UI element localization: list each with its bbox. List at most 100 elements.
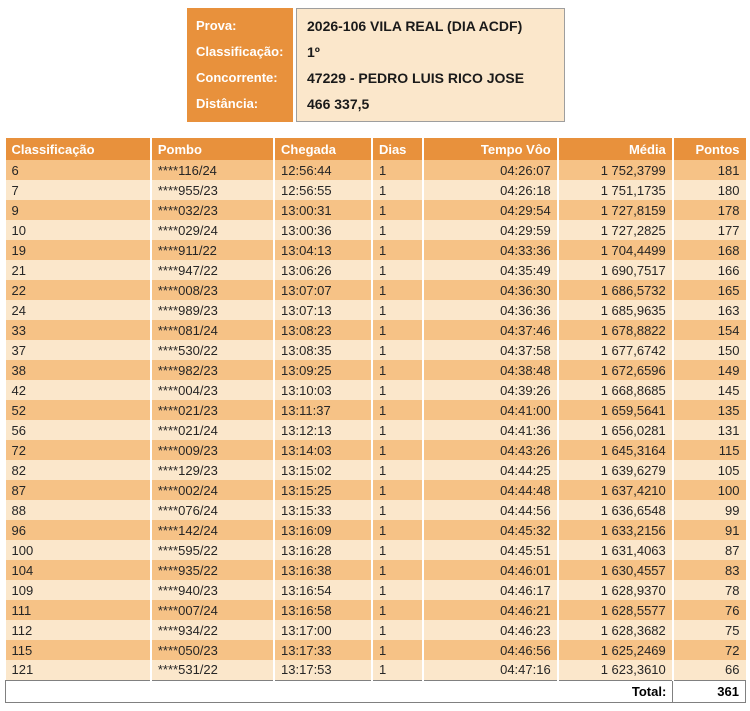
info-label: Classificação: — [196, 44, 284, 59]
table-cell: 13:07:13 — [274, 300, 373, 320]
table-cell: ****032/23 — [150, 200, 276, 220]
table-cell: 04:47:16 — [423, 660, 559, 680]
table-cell: ****911/22 — [150, 240, 276, 260]
table-cell: 04:29:59 — [423, 220, 559, 240]
table-cell: 1 — [371, 440, 425, 460]
table-cell: 1 — [371, 240, 425, 260]
table-cell: ****934/22 — [150, 620, 276, 640]
info-value: 466 337,5 — [307, 96, 370, 112]
table-cell: 100 — [672, 480, 746, 500]
table-row: 112 ****934/22 13:17:00 1 04:46:23 1 628,3682… — [5, 620, 746, 640]
table-cell: ****935/22 — [150, 560, 276, 580]
table-row: 72 ****009/23 13:14:03 1 04:43:26 1 645,3164 1… — [5, 440, 746, 460]
table-cell: ****982/23 — [150, 360, 276, 380]
total-value: 361 — [672, 679, 746, 703]
column-header: Dias — [371, 138, 425, 160]
table-cell: 135 — [672, 400, 746, 420]
table-cell: ****008/23 — [150, 280, 276, 300]
table-cell: ****007/24 — [150, 600, 276, 620]
info-value: 2026-106 VILA REAL (DIA ACDF) — [307, 18, 523, 34]
table-cell: 24 — [5, 300, 152, 320]
table-cell: 13:09:25 — [274, 360, 373, 380]
table-row: 88 ****076/24 13:15:33 1 04:44:56 1 636,6548 9… — [5, 500, 746, 520]
table-cell: 1 — [371, 480, 425, 500]
table-cell: 19 — [5, 240, 152, 260]
column-header: Média — [557, 138, 674, 160]
table-cell: ****530/22 — [150, 340, 276, 360]
table-cell: 13:00:36 — [274, 220, 373, 240]
table-cell: 166 — [672, 260, 746, 280]
table-cell: 72 — [672, 640, 746, 660]
table-cell: ****029/24 — [150, 220, 276, 240]
table-cell: 1 630,4557 — [557, 560, 674, 580]
table-cell: 42 — [5, 380, 152, 400]
table-cell: 13:11:37 — [274, 400, 373, 420]
table-cell: 96 — [5, 520, 152, 540]
info-value: 1º — [307, 44, 320, 60]
race-info-labels-column: Prova: Classificação: Concorrente: Distânci… — [187, 8, 293, 122]
table-row: 87 ****002/24 13:15:25 1 04:44:48 1 637,4210 1… — [5, 480, 746, 500]
table-cell: 1 628,3682 — [557, 620, 674, 640]
race-info-values-column: 2026-106 VILA REAL (DIA ACDF) 1º 47229 - P… — [296, 8, 565, 122]
table-cell: 115 — [5, 640, 152, 660]
table-cell: 04:38:48 — [423, 360, 559, 380]
column-header: Classificação — [5, 138, 152, 160]
table-cell: 1 — [371, 360, 425, 380]
table-cell: 13:17:53 — [274, 660, 373, 680]
table-row: 6 ****116/24 12:56:44 1 04:26:07 1 752,3799 18… — [5, 160, 746, 180]
column-header: Chegada — [274, 138, 373, 160]
table-cell: 38 — [5, 360, 152, 380]
table-cell: 13:14:03 — [274, 440, 373, 460]
table-cell: 04:44:56 — [423, 500, 559, 520]
table-cell: 1 — [371, 500, 425, 520]
table-cell: 13:16:38 — [274, 560, 373, 580]
table-cell: 33 — [5, 320, 152, 340]
table-cell: 52 — [5, 400, 152, 420]
table-cell: 04:45:51 — [423, 540, 559, 560]
info-value: 47229 - PEDRO LUIS RICO JOSE — [307, 70, 525, 86]
table-cell: 04:41:36 — [423, 420, 559, 440]
table-cell: 13:16:58 — [274, 600, 373, 620]
table-cell: ****009/23 — [150, 440, 276, 460]
column-header: Tempo Vôo — [423, 138, 559, 160]
table-cell: 13:16:54 — [274, 580, 373, 600]
table-cell: 100 — [5, 540, 152, 560]
table-cell: 1 636,6548 — [557, 500, 674, 520]
table-cell: 13:04:13 — [274, 240, 373, 260]
table-cell: 1 — [371, 420, 425, 440]
table-row: 9 ****032/23 13:00:31 1 04:29:54 1 727,8159 17… — [5, 200, 746, 220]
table-cell: 82 — [5, 460, 152, 480]
info-label: Concorrente: — [196, 70, 278, 85]
table-cell: 12:56:55 — [274, 180, 373, 200]
table-cell: 1 656,0281 — [557, 420, 674, 440]
table-cell: 1 628,5577 — [557, 600, 674, 620]
table-cell: 1 659,5641 — [557, 400, 674, 420]
table-cell: ****076/24 — [150, 500, 276, 520]
table-cell: 1 686,5732 — [557, 280, 674, 300]
table-cell: 13:06:26 — [274, 260, 373, 280]
table-cell: 13:08:35 — [274, 340, 373, 360]
table-cell: 111 — [5, 600, 152, 620]
table-cell: 1 623,3610 — [557, 660, 674, 680]
table-cell: 13:07:07 — [274, 280, 373, 300]
table-row: 96 ****142/24 13:16:09 1 04:45:32 1 633,2156 9… — [5, 520, 746, 540]
table-row: 19 ****911/22 13:04:13 1 04:33:36 1 704,4499 1… — [5, 240, 746, 260]
table-cell: 1 628,9370 — [557, 580, 674, 600]
results-report-page: { "info": { "rows": [ {"label": "Prova:"… — [0, 8, 750, 711]
table-cell: 1 631,4063 — [557, 540, 674, 560]
table-cell: 9 — [5, 200, 152, 220]
table-cell: 04:46:01 — [423, 560, 559, 580]
table-row: 7 ****955/23 12:56:55 1 04:26:18 1 751,1735 18… — [5, 180, 746, 200]
table-cell: 12:56:44 — [274, 160, 373, 180]
table-cell: 04:46:23 — [423, 620, 559, 640]
table-cell: 13:17:00 — [274, 620, 373, 640]
table-cell: 165 — [672, 280, 746, 300]
column-header: Pontos — [672, 138, 746, 160]
table-cell: 13:16:09 — [274, 520, 373, 540]
table-cell: 168 — [672, 240, 746, 260]
results-table: Classificação Pombo Chegada Dias Tempo Vôo Mé… — [4, 138, 746, 703]
table-cell: 04:46:56 — [423, 640, 559, 660]
table-cell: 72 — [5, 440, 152, 460]
table-cell: 13:15:02 — [274, 460, 373, 480]
table-cell: 1 — [371, 380, 425, 400]
